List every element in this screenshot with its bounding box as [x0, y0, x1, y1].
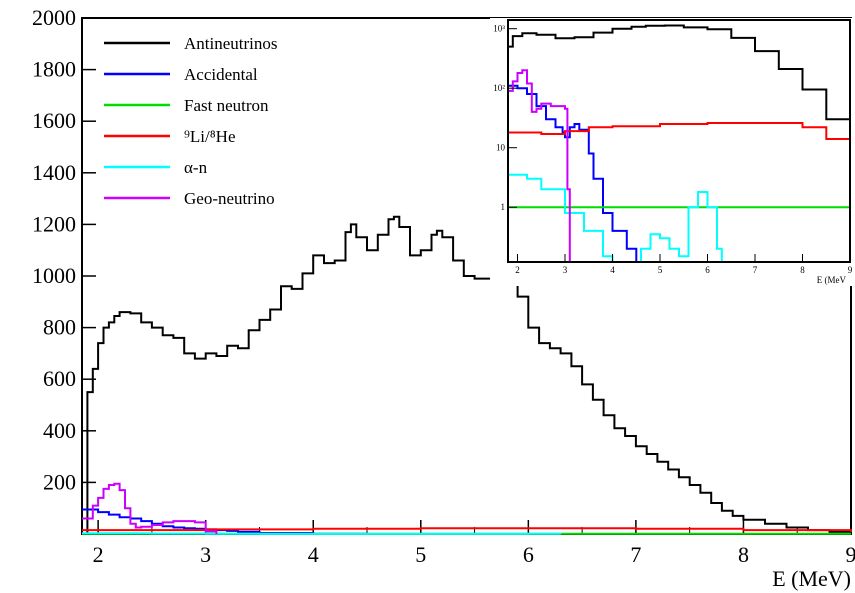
x-tick-label-3: 3 — [200, 542, 211, 567]
y-tick-label-1400: 1400 — [32, 160, 76, 185]
inset-x-tick-label-4: 4 — [610, 265, 615, 275]
inset-series-line-5 — [508, 69, 571, 262]
inset-x-tick-label-8: 8 — [800, 265, 805, 275]
inset-series-line-1 — [508, 84, 638, 262]
inset-series-line-3 — [508, 122, 851, 161]
inset-background — [490, 18, 852, 286]
legend-label-fast-neutron: Fast neutron — [184, 96, 269, 115]
inset-x-tick-label-9: 9 — [848, 265, 853, 275]
x-tick-label-7: 7 — [630, 542, 641, 567]
inset-x-axis-title: E (MeV — [817, 275, 847, 285]
inset-y-tick-label-1: 1 — [501, 202, 506, 212]
y-tick-label-600: 600 — [43, 366, 76, 391]
inset-series-line-0 — [508, 24, 851, 161]
inset-y-tick-label-10: 10 — [496, 143, 506, 153]
inset-x-tick-label-7: 7 — [753, 265, 758, 275]
x-tick-label-2: 2 — [93, 542, 104, 567]
x-tick-label-4: 4 — [308, 542, 319, 567]
y-tick-label-2000: 2000 — [32, 5, 76, 30]
legend-label-n: α-n — [184, 158, 208, 177]
y-tick-label-200: 200 — [43, 469, 76, 494]
inset-x-tick-label-3: 3 — [563, 265, 568, 275]
x-tick-label-8: 8 — [738, 542, 749, 567]
x-tick-label-5: 5 — [415, 542, 426, 567]
series-line-accidental — [82, 508, 368, 535]
series-line-antineutrinos — [82, 215, 852, 535]
inset-plot-frame — [507, 19, 851, 263]
inset-series-line-4 — [508, 173, 723, 263]
legend-label-antineutrinos: Antineutrinos — [184, 34, 278, 53]
y-tick-label-1800: 1800 — [32, 57, 76, 82]
series-line-n — [82, 532, 562, 535]
y-tick-label-800: 800 — [43, 315, 76, 340]
x-tick-label-6: 6 — [523, 542, 534, 567]
main-plot-area: 200 400 600 800 1000 1200 1400 1600 1800 2000 2 3 4 5… — [32, 5, 855, 591]
series-line-9li-8he — [82, 527, 852, 532]
inset-x-tick-label-6: 6 — [705, 265, 710, 275]
legend-label-geo-neutrino: Geo-neutrino — [184, 189, 275, 208]
inset-x-tick-label-5: 5 — [658, 265, 663, 275]
x-tick-label-9: 9 — [846, 542, 855, 567]
series-line-geo-neutrino — [82, 482, 218, 534]
y-tick-label-1600: 1600 — [32, 108, 76, 133]
y-tick-label-1200: 1200 — [32, 211, 76, 236]
inset-plot-area: 1 10 10² 10³ 2 3 4 5 6 7 8 9E (MeV — [490, 18, 853, 286]
y-tick-label-400: 400 — [43, 418, 76, 443]
legend: Antineutrinos Accidental Fast neutron ⁹Li/⁸… — [104, 34, 278, 208]
inset-y-tick-label-1000: 10³ — [493, 24, 505, 34]
y-tick-label-1000: 1000 — [32, 263, 76, 288]
legend-label-li-he: ⁹Li/⁸He — [184, 127, 236, 146]
x-axis-title: E (MeV) — [772, 566, 851, 591]
legend-label-accidental: Accidental — [184, 65, 258, 84]
inset-x-tick-label-2: 2 — [515, 265, 520, 275]
inset-y-tick-label-100: 10² — [493, 83, 505, 93]
